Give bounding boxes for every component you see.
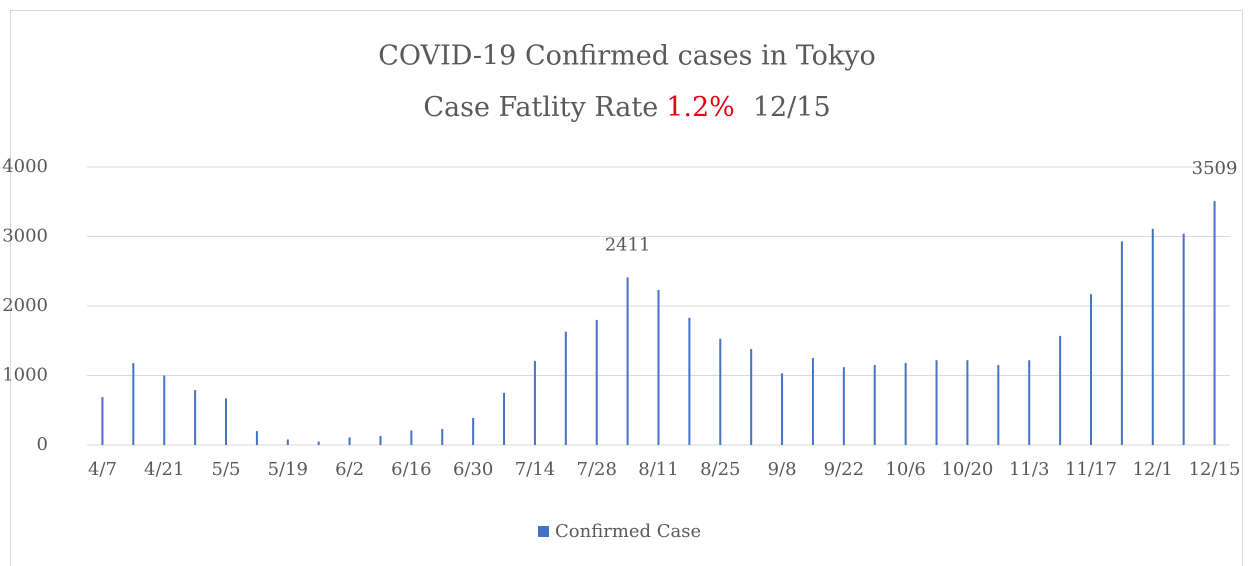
- x-tick-label: 12/15: [1189, 459, 1241, 480]
- chart-title: COVID-19 Confirmed cases in Tokyo: [378, 41, 876, 72]
- bar: [132, 362, 135, 445]
- legend-swatch: [538, 526, 549, 537]
- bar: [935, 360, 938, 445]
- bar: [1028, 360, 1031, 445]
- x-tick-label: 9/22: [824, 459, 864, 480]
- bar: [317, 441, 320, 445]
- bar: [533, 360, 536, 445]
- bar: [101, 397, 104, 445]
- x-tick-label: 8/11: [638, 459, 678, 480]
- data-label: 3509: [1192, 158, 1238, 179]
- bar: [750, 349, 753, 445]
- bar: [688, 317, 691, 445]
- x-tick-label: 12/1: [1133, 459, 1173, 480]
- bar: [842, 367, 845, 445]
- bar: [255, 431, 258, 445]
- bar: [1213, 201, 1216, 445]
- bar: [626, 277, 629, 445]
- x-tick-label: 9/8: [768, 459, 797, 480]
- y-tick-label: 1000: [2, 365, 48, 386]
- chart-subtitle: Case Fatlity Rate 1.2% 12/15: [423, 92, 830, 123]
- y-tick-label: 0: [37, 434, 48, 455]
- x-tick-label: 5/19: [268, 459, 308, 480]
- subtitle-part: 12/15: [753, 92, 831, 123]
- bar: [811, 358, 814, 445]
- x-tick-label: 7/28: [577, 459, 617, 480]
- legend-label: Confirmed Case: [555, 521, 701, 542]
- x-tick-label: 6/16: [391, 459, 431, 480]
- bar: [503, 392, 506, 445]
- subtitle-part: 1.2%: [666, 92, 735, 123]
- bar: [410, 430, 413, 445]
- chart-frame: [10, 10, 1243, 566]
- y-tick-label: 2000: [2, 295, 48, 316]
- y-tick-label: 4000: [2, 156, 48, 177]
- bar: [348, 437, 351, 445]
- subtitle-part: Case Fatlity Rate: [423, 92, 658, 123]
- data-label: 2411: [605, 234, 651, 255]
- bar: [564, 331, 567, 445]
- bar: [1151, 228, 1154, 445]
- bar: [1120, 241, 1123, 445]
- x-tick-label: 7/14: [515, 459, 555, 480]
- bar: [286, 439, 289, 445]
- bar: [1182, 233, 1185, 445]
- x-tick-label: 10/6: [885, 459, 925, 480]
- x-tick-label: 11/17: [1065, 459, 1117, 480]
- bar: [441, 429, 444, 445]
- bar: [657, 290, 660, 445]
- x-tick-label: 8/25: [700, 459, 740, 480]
- bar: [194, 390, 197, 445]
- bar: [595, 319, 598, 445]
- x-tick-label: 10/20: [941, 459, 993, 480]
- bar: [163, 375, 166, 445]
- x-tick-label: 11/3: [1009, 459, 1049, 480]
- x-tick-label: 5/5: [212, 459, 241, 480]
- x-tick-label: 6/30: [453, 459, 493, 480]
- bar: [1089, 294, 1092, 445]
- x-tick-label: 4/21: [144, 459, 184, 480]
- x-tick-label: 6/2: [335, 459, 364, 480]
- x-tick-label: 4/7: [88, 459, 117, 480]
- bar: [379, 435, 382, 445]
- y-tick-label: 3000: [2, 226, 48, 247]
- bar: [966, 360, 969, 445]
- bar: [225, 398, 228, 445]
- bar: [1059, 335, 1062, 445]
- bar: [719, 338, 722, 445]
- bar: [472, 417, 475, 445]
- bar: [873, 365, 876, 445]
- bar: [781, 373, 784, 445]
- bar: [904, 362, 907, 445]
- bar: [997, 365, 1000, 445]
